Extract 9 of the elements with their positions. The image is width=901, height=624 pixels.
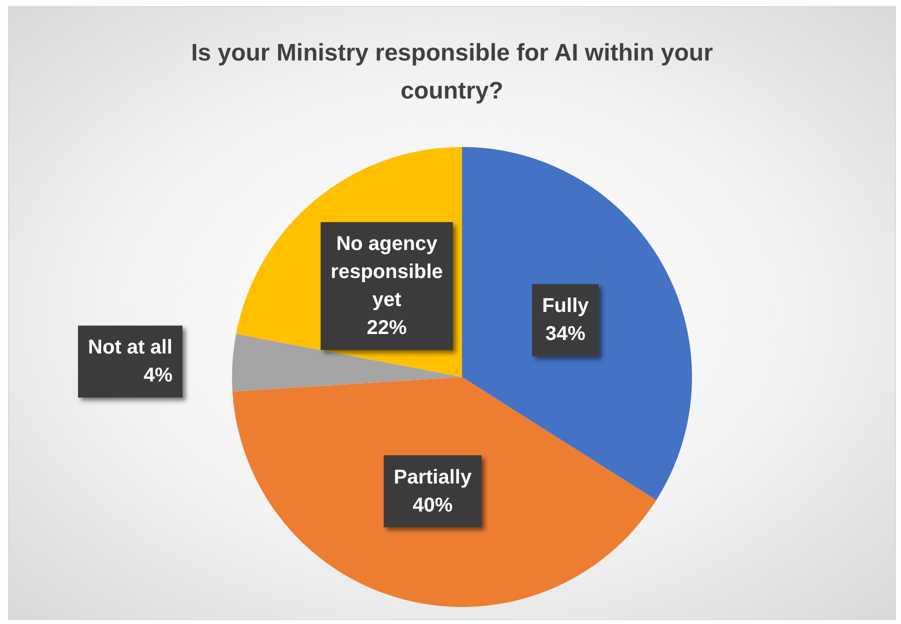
chart-title: Is your Ministry responsible for AI within your country? [191, 40, 713, 104]
data-label: 34% [545, 323, 586, 346]
data-label: 22% [366, 317, 408, 340]
slice-label: Partially [394, 466, 472, 488]
slice-label: No agency responsible yet [330, 233, 443, 312]
data-label: 4% [144, 364, 173, 387]
slice-label: Fully [542, 295, 590, 318]
data-label: 40% [412, 494, 453, 516]
slice-label: Not at all [88, 336, 172, 359]
